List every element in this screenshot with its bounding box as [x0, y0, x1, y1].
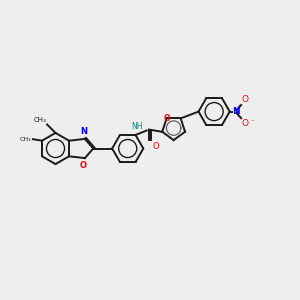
Text: N: N	[80, 128, 87, 136]
Text: O: O	[152, 142, 159, 152]
Text: O: O	[80, 160, 87, 169]
Text: ⁻: ⁻	[250, 119, 254, 125]
Text: O: O	[242, 119, 249, 128]
Text: CH₃: CH₃	[33, 117, 46, 123]
Text: O: O	[163, 114, 170, 123]
Text: +: +	[236, 104, 241, 110]
Text: O: O	[242, 95, 249, 104]
Text: N: N	[232, 107, 240, 116]
Text: CH₃: CH₃	[20, 137, 32, 142]
Text: NH: NH	[131, 122, 142, 131]
